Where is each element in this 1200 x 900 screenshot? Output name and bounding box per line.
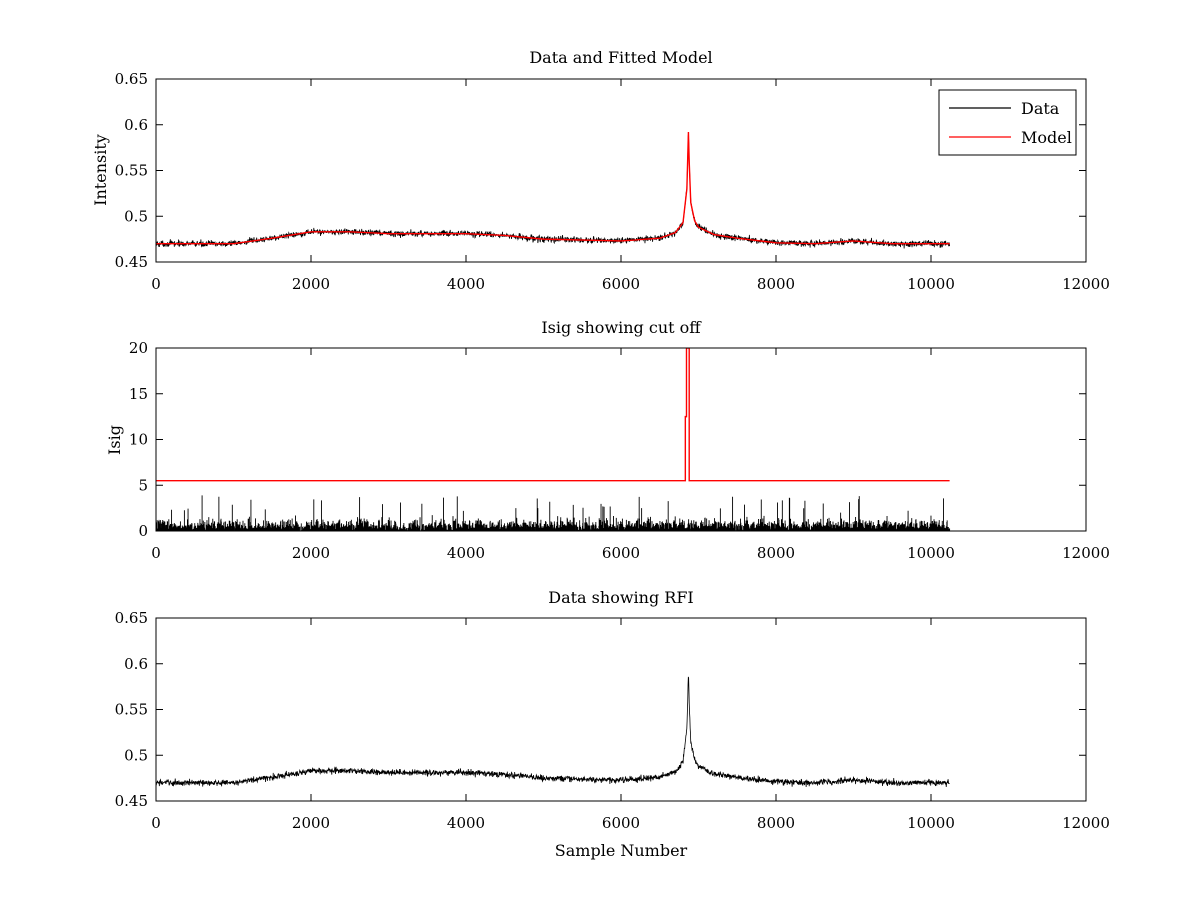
x-tick-label: 10000	[907, 814, 955, 832]
x-tick-label: 8000	[757, 544, 795, 562]
legend-box	[938, 89, 1077, 156]
x-tick-label: 2000	[292, 544, 330, 562]
y-tick-label: 0.5	[124, 207, 148, 225]
x-tick-label: 12000	[1062, 814, 1110, 832]
x-tick-label: 6000	[602, 544, 640, 562]
cutoff-series-line	[156, 348, 950, 482]
plot-title: Data and Fitted Model	[529, 48, 712, 67]
y-tick-label: 0.55	[115, 162, 148, 180]
y-tick-label: 0.55	[115, 701, 148, 719]
plot-isig-cut-off: Isig showing cut off Isig 0 2000 4000 6000 8…	[105, 318, 1110, 562]
x-tick-label: 12000	[1062, 275, 1110, 293]
x-tick-label: 0	[151, 814, 161, 832]
x-tick-label: 4000	[447, 544, 485, 562]
plot-data-showing-rfi: Data showing RFI Sample Number 0 2000 4000…	[115, 588, 1110, 860]
plot-area: 0 2000 4000 6000 8000 10000 12000 0.45 0.5 0.55 0.…	[115, 70, 1110, 293]
x-tick-label: 8000	[757, 814, 795, 832]
y-tick-label: 0.45	[115, 253, 148, 271]
legend: Data Model	[938, 89, 1077, 156]
model-series-line	[156, 132, 950, 245]
data-series-line	[156, 676, 950, 788]
y-tick-label: 20	[129, 339, 148, 357]
x-tick-label: 2000	[292, 275, 330, 293]
series-layer	[156, 676, 950, 788]
x-tick-label: 6000	[602, 275, 640, 293]
legend-label: Model	[1021, 128, 1072, 147]
plot-area: 0 2000 4000 6000 8000 10000 12000 0 5 10 15 20	[129, 339, 1110, 562]
y-tick-label: 0.6	[124, 116, 148, 134]
plot-title: Data showing RFI	[548, 588, 693, 607]
data-series-line	[156, 135, 950, 249]
x-axis-label: Sample Number	[555, 841, 688, 860]
x-tick-label: 0	[151, 275, 161, 293]
y-tick-label: 0.65	[115, 70, 148, 88]
x-tick-label: 4000	[447, 814, 485, 832]
y-tick-label: 15	[129, 385, 148, 403]
y-tick-label: 0.6	[124, 655, 148, 673]
y-tick-label: 10	[129, 431, 148, 449]
x-tick-label: 8000	[757, 275, 795, 293]
x-tick-label: 10000	[907, 275, 955, 293]
x-tick-label: 12000	[1062, 544, 1110, 562]
y-tick-label: 0	[138, 522, 148, 540]
series-layer	[156, 132, 950, 249]
x-tick-label: 2000	[292, 814, 330, 832]
y-axis-label: Isig	[105, 425, 124, 455]
x-tick-label: 4000	[447, 275, 485, 293]
x-tick-label: 0	[151, 544, 161, 562]
x-tick-label: 10000	[907, 544, 955, 562]
y-axis-label: Intensity	[91, 134, 110, 206]
x-tick-label: 6000	[602, 814, 640, 832]
plot-area: 0 2000 4000 6000 8000 10000 12000 0.45 0.5 0.55 0.…	[115, 609, 1110, 832]
legend-label: Data	[1021, 99, 1060, 118]
plot-data-fitted-model: Data and Fitted Model Intensity 0 2000 400…	[91, 48, 1110, 293]
y-tick-label: 0.5	[124, 746, 148, 764]
plot-title: Isig showing cut off	[541, 318, 702, 337]
y-tick-label: 0.45	[115, 792, 148, 810]
y-tick-label: 0.65	[115, 609, 148, 627]
y-tick-label: 5	[138, 476, 148, 494]
